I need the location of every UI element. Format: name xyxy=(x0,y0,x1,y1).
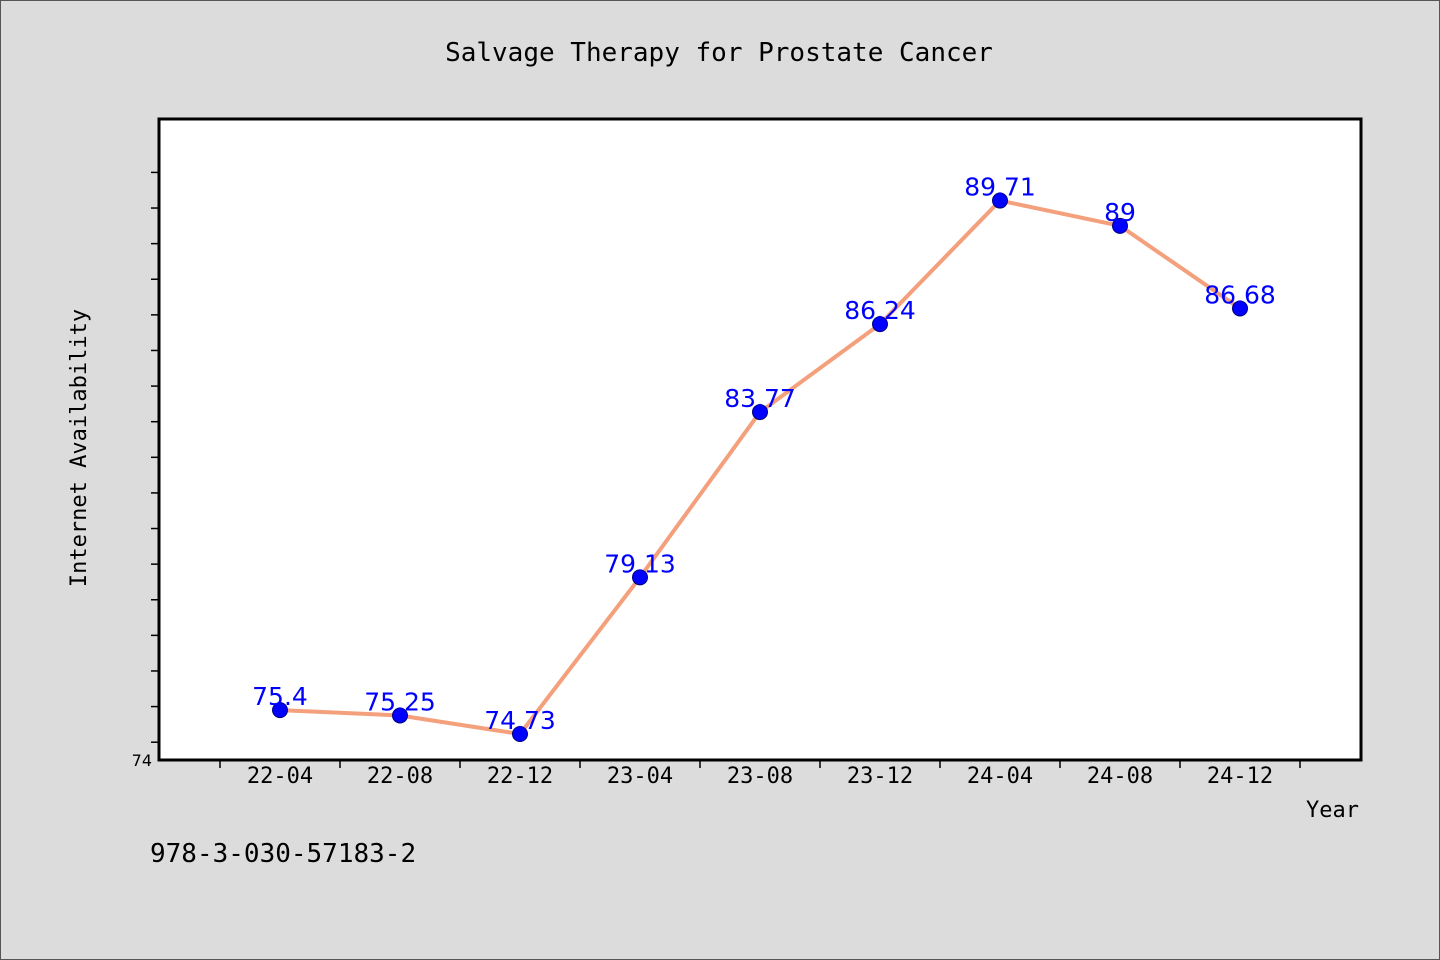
data-label: 74.73 xyxy=(484,706,556,735)
x-tick-label: 23-04 xyxy=(607,764,673,789)
chart-title: Salvage Therapy for Prostate Cancer xyxy=(445,38,993,68)
y-axis-ticks xyxy=(151,171,159,743)
x-tick-label: 24-12 xyxy=(1207,764,1273,789)
x-tick-label: 24-04 xyxy=(967,764,1033,789)
data-point xyxy=(392,707,408,724)
x-axis-ticks xyxy=(219,760,1301,768)
y-axis-tick-labels: 74 xyxy=(132,751,152,770)
data-point xyxy=(1112,217,1128,234)
plot-area xyxy=(157,117,1363,762)
footer-isbn: 978-3-030-57183-2 xyxy=(150,839,416,869)
data-point xyxy=(752,404,768,421)
x-tick-label: 24-08 xyxy=(1087,764,1153,789)
x-tick-label: 23-12 xyxy=(847,764,913,789)
x-tick-label: 22-08 xyxy=(367,764,433,789)
data-point xyxy=(872,316,888,333)
data-label: 89.71 xyxy=(964,173,1036,202)
data-label: 86.68 xyxy=(1204,280,1276,309)
data-label: 75.4 xyxy=(252,682,308,711)
data-point xyxy=(512,726,528,743)
data-point xyxy=(272,702,288,719)
data-labels: 75.4 75.25 74.73 79.13 83.77 86.24 89.71 89 86.6… xyxy=(252,173,1276,735)
y-axis-label: Internet Availability xyxy=(67,309,92,587)
data-point xyxy=(1232,300,1248,317)
data-label: 79.13 xyxy=(604,549,676,578)
data-label: 83.77 xyxy=(724,384,796,413)
data-label: 89 xyxy=(1104,198,1136,227)
x-tick-label: 22-12 xyxy=(487,764,553,789)
data-label: 86.24 xyxy=(844,296,916,325)
data-point xyxy=(632,569,648,586)
data-point xyxy=(992,192,1008,209)
x-axis-label: Year xyxy=(1306,798,1359,823)
x-tick-label: 22-04 xyxy=(247,764,313,789)
x-tick-label: 23-08 xyxy=(727,764,793,789)
data-markers xyxy=(272,192,1248,743)
y-tick-label: 74 xyxy=(132,751,152,770)
x-axis-tick-labels: 22-04 22-08 22-12 23-04 23-08 23-12 24-04 24-08… xyxy=(247,764,1273,789)
data-label: 75.25 xyxy=(364,687,436,716)
